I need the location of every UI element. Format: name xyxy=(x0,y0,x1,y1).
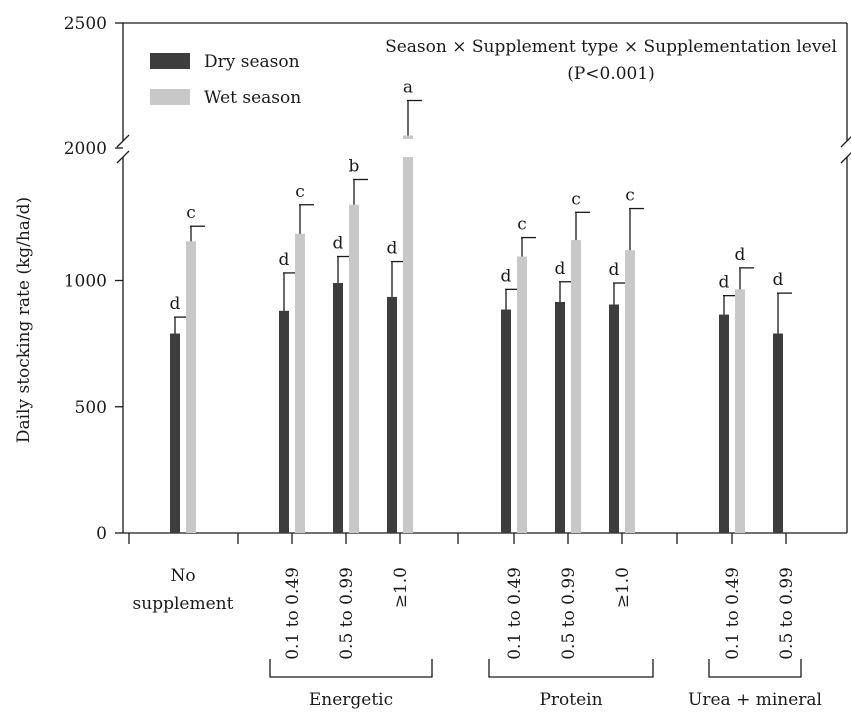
dry-significance-letter: d xyxy=(555,259,566,279)
y-tick-label: 1000 xyxy=(64,272,107,292)
category-label: 0.5 to 0.99 xyxy=(337,567,357,660)
legend-swatch-dry xyxy=(150,53,190,69)
legend-label-dry: Dry season xyxy=(204,52,300,72)
dry-bar xyxy=(279,310,289,533)
wet-bar xyxy=(735,289,745,533)
wet-significance-letter: b xyxy=(349,157,360,177)
annotation-line-1: Season × Supplement type × Supplementati… xyxy=(385,37,837,57)
group-label: Urea + mineral xyxy=(688,690,822,710)
group-bracket xyxy=(269,659,433,678)
y-tick-label: 500 xyxy=(75,398,107,418)
dry-bar xyxy=(170,333,180,533)
dry-significance-letter: d xyxy=(773,270,784,290)
wet-bar xyxy=(571,240,581,533)
dry-significance-letter: d xyxy=(170,294,181,314)
dry-significance-letter: d xyxy=(387,239,398,259)
wet-bar-upper xyxy=(403,135,413,139)
y-tick-label: 2000 xyxy=(64,139,107,159)
legend-swatch-wet xyxy=(150,89,190,105)
y-tick-label: 2500 xyxy=(64,14,107,34)
y-axis-title: Daily stocking rate (kg/ha/d) xyxy=(14,197,34,443)
wet-bar xyxy=(403,157,413,533)
dry-bar xyxy=(555,301,565,533)
dry-significance-letter: d xyxy=(333,234,344,254)
annotation-line-2: (P<0.001) xyxy=(567,64,655,84)
wet-bar xyxy=(625,250,635,533)
category-label: supplement xyxy=(133,594,234,614)
wet-bar xyxy=(349,204,359,533)
dry-significance-letter: d xyxy=(501,266,512,286)
dry-bar xyxy=(719,314,729,533)
axis-break-mark-left xyxy=(116,150,130,164)
dry-bar xyxy=(501,309,511,533)
wet-significance-letter: c xyxy=(625,186,635,206)
group-label: Energetic xyxy=(309,690,393,710)
category-label: 0.5 to 0.99 xyxy=(777,567,797,660)
wet-bar xyxy=(295,233,305,533)
dry-significance-letter: d xyxy=(719,273,730,293)
group-bracket xyxy=(488,659,654,678)
group-bracket xyxy=(708,659,802,678)
axis-break-mark-right xyxy=(840,136,851,148)
group-label: Protein xyxy=(539,690,602,710)
wet-significance-letter: d xyxy=(735,245,746,265)
axis-break-mark-left xyxy=(116,134,130,148)
dry-significance-letter: d xyxy=(279,250,290,270)
category-label: 0.5 to 0.99 xyxy=(559,567,579,660)
y-tick-label: 0 xyxy=(96,524,107,544)
dry-significance-letter: d xyxy=(609,260,620,280)
wet-significance-letter: c xyxy=(186,203,196,223)
dry-bar xyxy=(609,304,619,533)
dry-bar xyxy=(387,296,397,533)
wet-significance-letter: c xyxy=(517,215,527,235)
wet-significance-letter: c xyxy=(571,189,581,209)
category-label: No xyxy=(170,566,195,586)
legend-label-wet: Wet season xyxy=(204,88,301,108)
dry-bar xyxy=(333,283,343,533)
category-label: 0.1 to 0.49 xyxy=(505,567,525,660)
axis-break-mark-right xyxy=(840,152,851,164)
category-label: ≥1.0 xyxy=(391,567,411,608)
category-label: ≥1.0 xyxy=(613,567,633,608)
dry-bar xyxy=(773,333,783,533)
category-label: 0.1 to 0.49 xyxy=(283,567,303,660)
wet-bar xyxy=(517,256,527,533)
category-label: 0.1 to 0.49 xyxy=(723,567,743,660)
wet-bar xyxy=(186,241,196,534)
wet-significance-letter: a xyxy=(403,78,413,98)
wet-significance-letter: c xyxy=(295,182,305,202)
